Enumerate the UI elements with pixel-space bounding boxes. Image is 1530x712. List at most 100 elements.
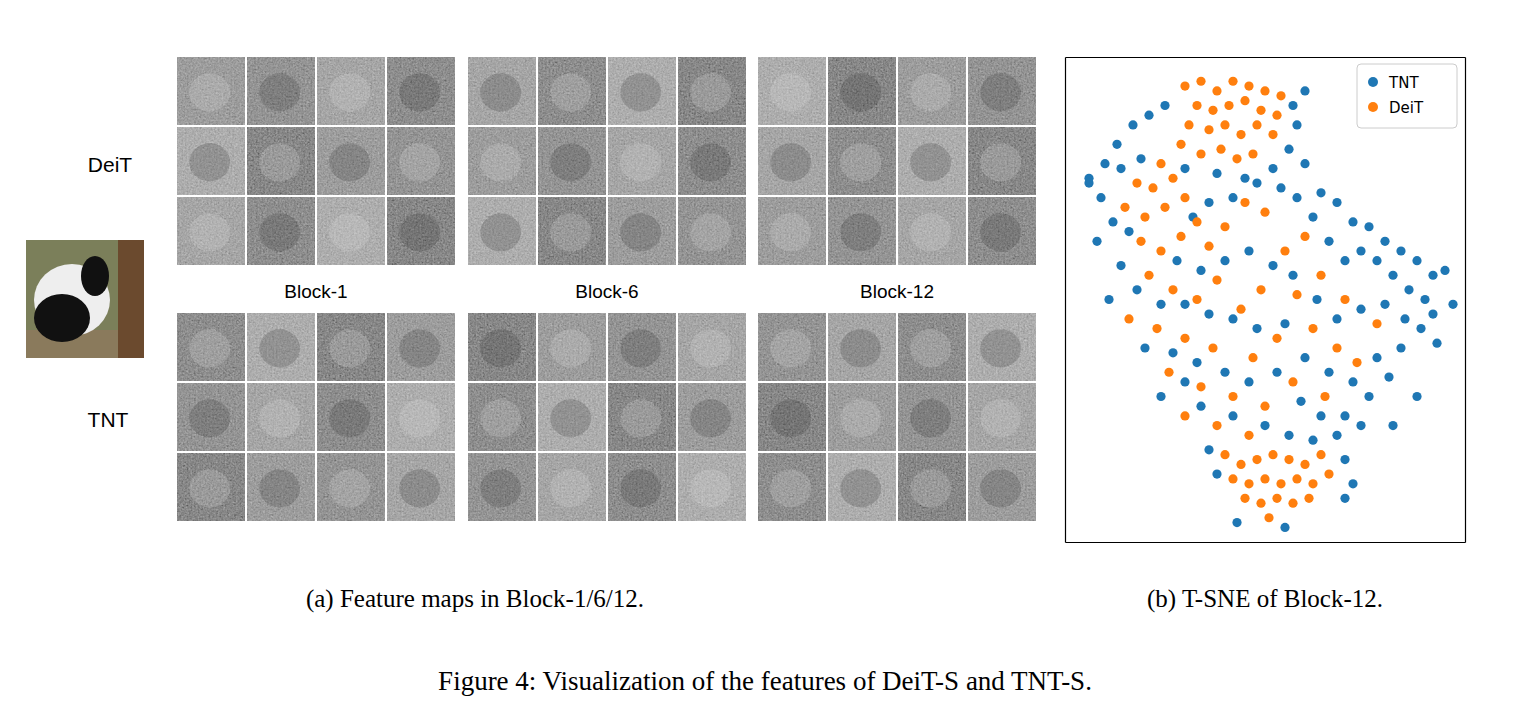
scatter-point (1248, 353, 1257, 362)
scatter-point (1208, 106, 1217, 115)
scatter-point (1252, 455, 1261, 464)
feature-map (758, 313, 826, 381)
scatter-point (1428, 271, 1437, 280)
scatter-point (1372, 353, 1381, 362)
scatter-point (1260, 208, 1269, 217)
feature-map-shape (480, 213, 521, 251)
feature-map-shape (259, 399, 300, 437)
image-tree (118, 240, 144, 358)
scatter-point (1136, 237, 1145, 246)
scatter-point (1160, 203, 1169, 212)
scatter-point (1280, 319, 1289, 328)
scatter-point (1108, 217, 1117, 226)
feature-map-shape (480, 143, 521, 181)
feature-map (247, 127, 315, 195)
scatter-point (1316, 188, 1325, 197)
feature-map-shape (329, 213, 370, 251)
scatter-point (1176, 232, 1185, 241)
scatter-point (1212, 86, 1221, 95)
feature-map (387, 453, 455, 521)
feature-map (317, 197, 385, 265)
scatter-point (1276, 91, 1285, 100)
feature-map-shape (980, 73, 1021, 111)
scatter-point (1260, 86, 1269, 95)
scatter-point (1284, 455, 1293, 464)
scatter-point (1228, 392, 1237, 401)
feature-map (968, 383, 1036, 451)
scatter-point (1228, 314, 1237, 323)
feature-map (177, 453, 245, 521)
scatter-point (1116, 164, 1125, 173)
feature-map (538, 57, 606, 125)
feature-map-shape (480, 399, 521, 437)
scatter-point (1232, 518, 1241, 527)
scatter-point (1356, 421, 1365, 430)
scatter-point (1316, 411, 1325, 420)
scatter-point (1396, 343, 1405, 352)
feature-map-shape (399, 399, 440, 437)
feature-map (898, 383, 966, 451)
scatter-point (1124, 314, 1133, 323)
feature-map-shape (329, 73, 370, 111)
feature-map-shape (259, 329, 300, 367)
scatter-point (1196, 266, 1205, 275)
scatter-point (1124, 227, 1133, 236)
row-label: TNT (88, 408, 129, 431)
scatter-point (1192, 295, 1201, 304)
scatter-point (1256, 285, 1265, 294)
feature-map (608, 313, 676, 381)
feature-map-shape (550, 399, 591, 437)
feature-map-shape (550, 213, 591, 251)
feature-map (247, 313, 315, 381)
scatter-point (1144, 111, 1153, 120)
feature-map-shape (259, 143, 300, 181)
scatter-point (1148, 183, 1157, 192)
feature-map (177, 197, 245, 265)
scatter-point (1380, 237, 1389, 246)
scatter-point (1332, 314, 1341, 323)
scatter-point (1316, 271, 1325, 280)
feature-map-shape (910, 73, 951, 111)
feature-map (387, 197, 455, 265)
scatter-point (1352, 358, 1361, 367)
scatter-point (1252, 120, 1261, 129)
feature-map (468, 383, 536, 451)
feature-map-shape (910, 143, 951, 181)
feature-map-shape (259, 469, 300, 507)
scatter-point (1220, 450, 1229, 459)
scatter-point (1156, 246, 1165, 255)
feature-maps (177, 57, 1036, 521)
scatter-point (1084, 179, 1093, 188)
feature-map-shape (620, 469, 661, 507)
feature-map-shape (329, 469, 370, 507)
feature-map (317, 127, 385, 195)
scatter-point (1268, 261, 1277, 270)
series (1120, 77, 1381, 523)
feature-map (828, 57, 896, 125)
scatter-point (1292, 120, 1301, 129)
scatter-point (1332, 431, 1341, 440)
scatter-point (1224, 101, 1233, 110)
feature-map-shape (329, 329, 370, 367)
scatter-point (1104, 295, 1113, 304)
feature-map (678, 383, 746, 451)
scatter-point (1196, 382, 1205, 391)
feature-map (468, 313, 536, 381)
scatter-point (1112, 140, 1121, 149)
feature-map-shape (840, 213, 881, 251)
scatter-point (1204, 198, 1213, 207)
feature-map (608, 197, 676, 265)
feature-map (898, 453, 966, 521)
legend-label: TNT (1388, 74, 1419, 92)
scatter-point (1420, 295, 1429, 304)
scatter-point (1276, 479, 1285, 488)
legend-label: DeiT (1389, 99, 1424, 117)
feature-map (828, 197, 896, 265)
feature-map-shape (770, 469, 811, 507)
scatter-point (1220, 368, 1229, 377)
scatter-point (1240, 198, 1249, 207)
scatter-point (1272, 494, 1281, 503)
feature-map-shape (840, 73, 881, 111)
scatter-point (1292, 193, 1301, 202)
subcaption: (b) T-SNE of Block-12. (1147, 585, 1383, 613)
